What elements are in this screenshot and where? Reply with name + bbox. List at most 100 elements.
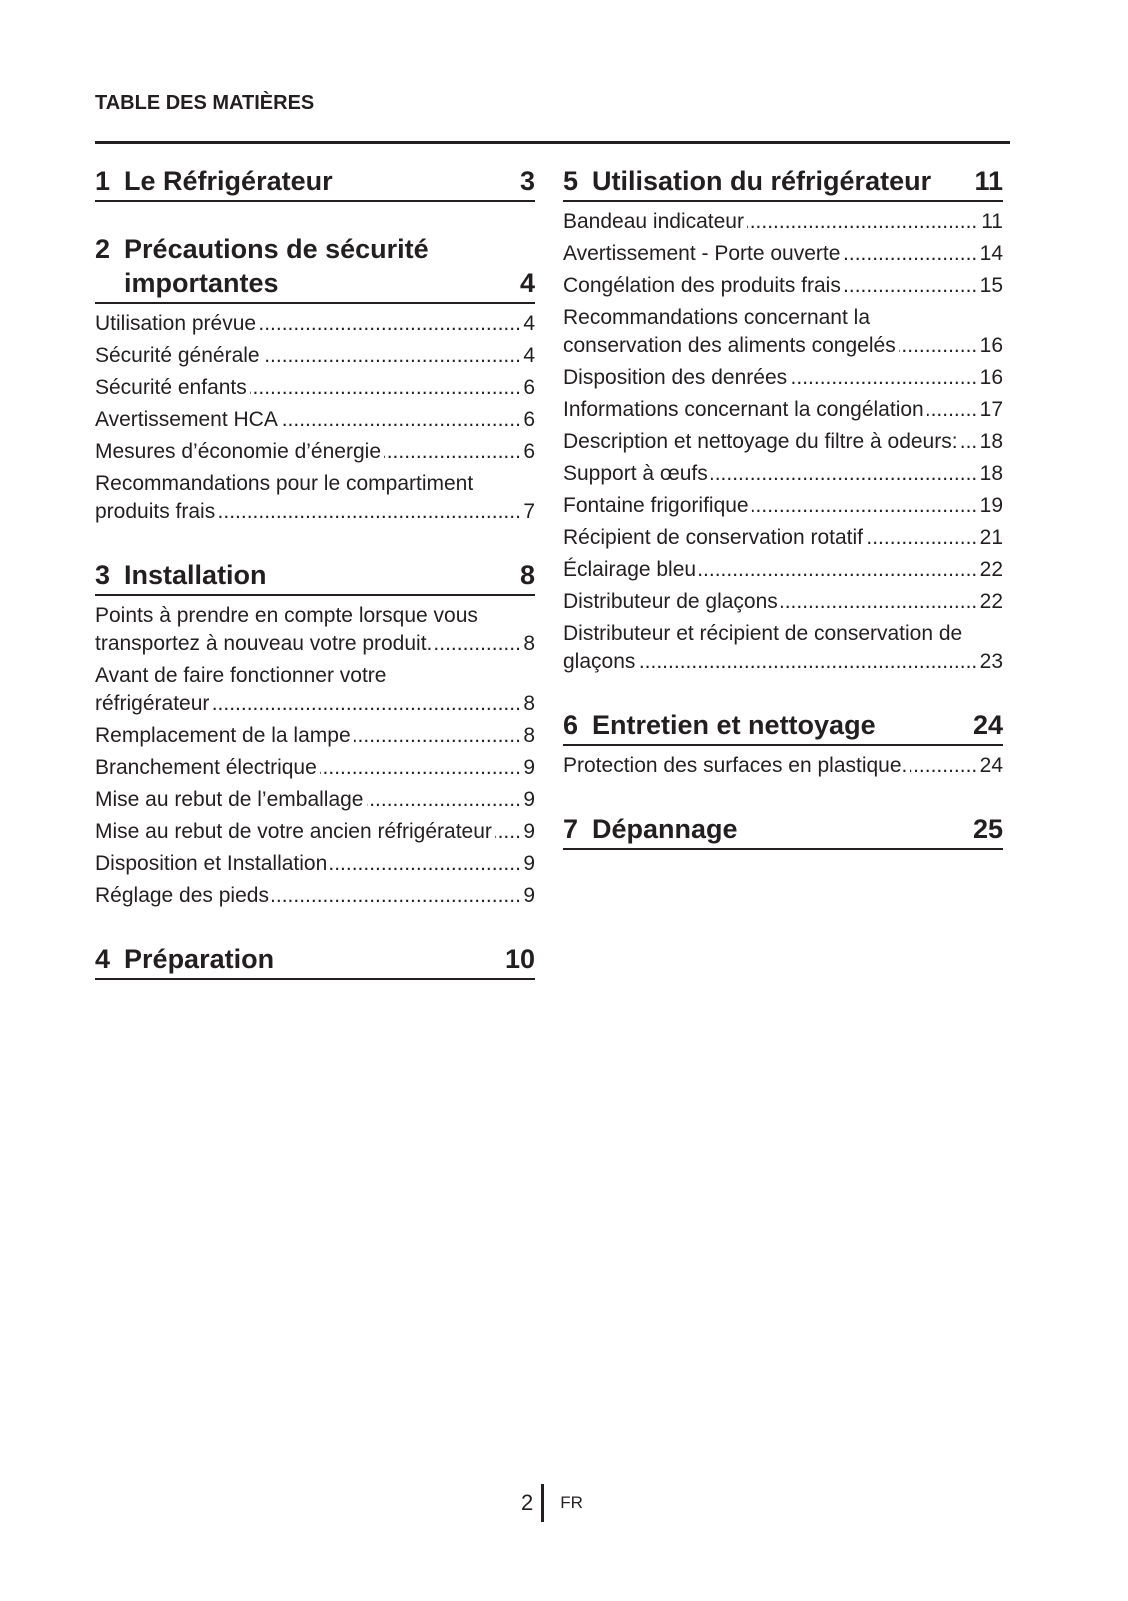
- entry-text: Mise au rebut de l’emballage: [95, 788, 367, 811]
- section: 7 Dépannage 25: [563, 812, 1003, 850]
- section-number: 7: [563, 814, 579, 844]
- language: FR: [560, 1493, 583, 1512]
- entry-text: Recommandations concernant la conservati…: [563, 306, 899, 357]
- entry-page: 9: [520, 754, 535, 782]
- entry-text: Disposition des denrées: [563, 366, 791, 389]
- section: 6 Entretien et nettoyage 24 Protection des …: [563, 708, 1003, 782]
- entry-text: Récipient de conservation rotatif: [563, 526, 866, 549]
- section: 2 Précautions de sécurité importantes 4 Uti…: [95, 232, 535, 528]
- entry-text: Disposition et Installation: [95, 852, 331, 875]
- entry-page: 17: [976, 396, 1003, 424]
- entry-page: 18: [976, 460, 1003, 488]
- section-heading: 4 Préparation 10: [95, 942, 535, 980]
- entry-page: 9: [520, 818, 535, 846]
- section: 4 Préparation 10: [95, 942, 535, 980]
- entry-text: Avertissement HCA: [95, 408, 281, 431]
- heading-title: 4 Préparation: [95, 942, 274, 976]
- entry-text: Protection des surfaces en plastique.: [563, 754, 911, 777]
- section: 3 Installation 8 Points à prendre en compte…: [95, 558, 535, 912]
- section-title: Précautions de sécurité importantes: [124, 234, 429, 298]
- entry-text: Éclairage bleu: [563, 558, 700, 581]
- section-page: 8: [519, 560, 535, 590]
- toc-entry: Protection des surfaces en plastique. 24: [563, 750, 1003, 782]
- entry-page: 4: [520, 342, 535, 370]
- entry-text: Fontaine frigorifique: [563, 494, 752, 517]
- toc-entry: Sécurité générale 4: [95, 340, 535, 372]
- entry-text: Sécurité générale: [95, 344, 263, 367]
- toc-entry: Branchement électrique 9: [95, 752, 535, 784]
- entry-page: 8: [520, 722, 535, 750]
- entry-text: Avant de faire fonctionner votre réfrigé…: [95, 664, 387, 715]
- entry-page: 18: [976, 428, 1003, 456]
- toc-entry: Bandeau indicateur 11: [563, 206, 1003, 238]
- toc-entry: Disposition des denrées 16: [563, 362, 1003, 394]
- section-number: 2: [95, 234, 111, 264]
- entry-page: 16: [976, 332, 1003, 360]
- section-title: Utilisation du réfrigérateur: [592, 166, 932, 196]
- section-title: Installation: [124, 560, 267, 590]
- toc-entry: Réglage des pieds 9: [95, 880, 535, 912]
- section-title: Dépannage: [592, 814, 738, 844]
- entry-text: Branchement électrique: [95, 756, 320, 779]
- entry-text: Points à prendre en compte lorsque vous …: [95, 604, 478, 655]
- section-page: 11: [974, 166, 1003, 196]
- section-title: Préparation: [124, 944, 275, 974]
- separator: [541, 1484, 545, 1522]
- toc-entry: Disposition et Installation 9: [95, 848, 535, 880]
- heading-title: 3 Installation: [95, 558, 267, 592]
- toc-entry: Avertissement HCA 6: [95, 404, 535, 436]
- page-title: TABLE DES MATIÈRES: [95, 92, 315, 114]
- toc-entry: Mise au rebut de votre ancien réfrigérat…: [95, 816, 535, 848]
- section-number: 5: [563, 166, 579, 196]
- entry-page: 8: [520, 630, 535, 658]
- rule: [95, 141, 1010, 144]
- page-number: 2: [521, 1490, 534, 1515]
- section-heading: 1 Le Réfrigérateur 3: [95, 164, 535, 202]
- toc-entry: Mise au rebut de l’emballage 9: [95, 784, 535, 816]
- entry-text: Congélation des produits frais: [563, 274, 844, 297]
- entry-text: Réglage des pieds: [95, 884, 272, 907]
- entry-page: 22: [976, 588, 1003, 616]
- toc-entry: Support à œufs 18: [563, 458, 1003, 490]
- entry-text: Mise au rebut de votre ancien réfrigérat…: [95, 820, 495, 843]
- toc-entry: Description et nettoyage du filtre à ode…: [563, 426, 1003, 458]
- entry-text: Distributeur et récipient de conservatio…: [563, 622, 963, 673]
- toc-entry: Éclairage bleu 22: [563, 554, 1003, 586]
- section-page: 25: [972, 814, 1003, 844]
- toc-entry: Récipient de conservation rotatif 21: [563, 522, 1003, 554]
- section-number: 6: [563, 710, 579, 740]
- section-heading: 2 Précautions de sécurité importantes 4: [95, 232, 535, 304]
- entry-text: Remplacement de la lampe: [95, 724, 354, 747]
- toc-entry: Avant de faire fonctionner votre réfrigé…: [95, 660, 535, 720]
- toc-entry: Recommandations concernant la conservati…: [563, 302, 1003, 362]
- section-page: 4: [519, 268, 535, 298]
- section-page: 10: [504, 944, 535, 974]
- entry-page: 23: [976, 648, 1003, 676]
- section: 1 Le Réfrigérateur 3: [95, 164, 535, 202]
- entry-text: Recommandations pour le compartiment pro…: [95, 472, 474, 523]
- toc-entry: Distributeur et récipient de conservatio…: [563, 618, 1003, 678]
- toc-entry: Informations concernant la congélation 17: [563, 394, 1003, 426]
- section: 5 Utilisation du réfrigérateur 11 Bandeau i…: [563, 164, 1003, 678]
- entry-page: 6: [520, 438, 535, 466]
- entry-text: Mesures d’économie d’énergie: [95, 440, 384, 463]
- column: 5 Utilisation du réfrigérateur 11 Bandeau i…: [563, 164, 1003, 880]
- toc-entry: Utilisation prévue 4: [95, 308, 535, 340]
- heading-title: 5 Utilisation du réfrigérateur: [563, 164, 931, 198]
- toc-entry: Recommandations pour le compartiment pro…: [95, 468, 535, 528]
- entry-text: Informations concernant la congélation: [563, 398, 927, 421]
- entry-page: 19: [976, 492, 1003, 520]
- entry-page: 21: [976, 524, 1003, 552]
- heading-title: 1 Le Réfrigérateur: [95, 164, 333, 198]
- section-number: 1: [95, 166, 111, 196]
- entry-page: 9: [520, 850, 535, 878]
- toc-entry: Points à prendre en compte lorsque vous …: [95, 600, 535, 660]
- entry-page: 24: [976, 752, 1003, 780]
- entry-page: 8: [520, 690, 535, 718]
- entry-page: 9: [520, 882, 535, 910]
- entry-page: 15: [976, 272, 1003, 300]
- entry-text: Avertissement - Porte ouverte: [563, 242, 844, 265]
- section-heading: 3 Installation 8: [95, 558, 535, 596]
- entry-text: Distributeur de glaçons: [563, 590, 781, 613]
